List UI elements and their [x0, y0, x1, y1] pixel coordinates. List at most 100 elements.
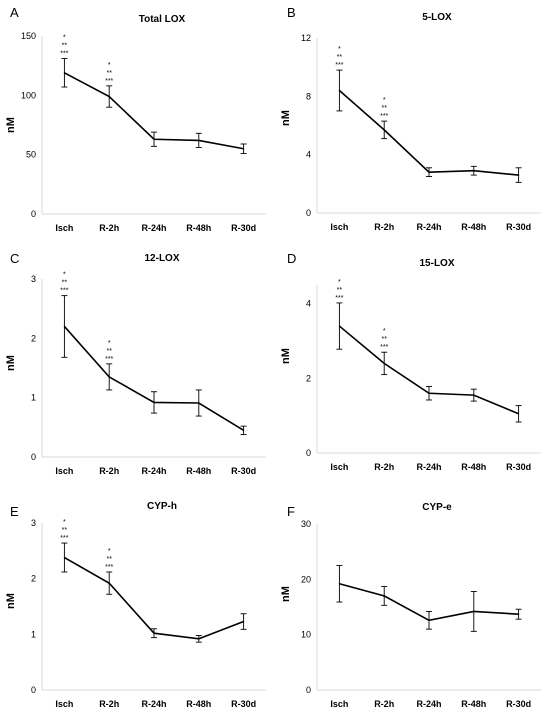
significance-marker: *** [335, 295, 343, 302]
significance-marker: ** [337, 287, 343, 294]
y-tick-label: 2 [31, 333, 36, 343]
panel-letter: F [287, 504, 295, 519]
significance-marker: ** [62, 280, 68, 287]
data-point [63, 325, 65, 328]
panel-b: B 5-LOX nM 0 4 8 12 Isch R-2h R-24h R-48h R-30d * **… [275, 0, 550, 237]
series-line [338, 89, 519, 176]
x-tick-label: R-24h [416, 222, 441, 232]
significance-marker: * [63, 272, 66, 279]
y-tick-label: 10 [301, 630, 311, 640]
y-tick-label: 0 [31, 685, 36, 695]
x-tick-label: R-30d [506, 462, 531, 472]
data-point [108, 376, 110, 378]
significance-marker: ** [106, 556, 112, 563]
data-point [198, 638, 200, 640]
data-point [383, 129, 385, 131]
data-point [338, 583, 340, 585]
significance-marker: ** [381, 105, 387, 112]
data-point [518, 174, 520, 176]
x-tick-label: R-2h [99, 699, 119, 709]
x-tick-label: Isch [330, 462, 348, 472]
significance-marker: ** [62, 43, 68, 50]
significance-marker: * [108, 548, 111, 555]
significance-marker: *** [105, 564, 113, 571]
series-line [63, 325, 245, 431]
chart-title: 5-LOX [422, 12, 452, 23]
x-tick-label: R-30d [506, 222, 531, 232]
significance-marker: *** [335, 62, 343, 69]
y-tick-label: 12 [301, 33, 311, 43]
chart-title: 15-LOX [419, 258, 454, 269]
data-point [63, 72, 65, 74]
significance-marker: ** [337, 54, 343, 61]
panel-letter: A [10, 5, 19, 20]
significance-marker: *** [60, 51, 68, 58]
data-point [518, 613, 520, 615]
significance-marker: * [383, 97, 386, 104]
y-tick-label: 50 [26, 150, 36, 160]
significance-marker: *** [380, 113, 388, 120]
x-tick-label: Isch [55, 699, 73, 709]
y-tick-label: 3 [31, 518, 36, 528]
y-tick-label: 0 [306, 208, 311, 218]
data-point [428, 392, 430, 394]
x-tick-label: R-24h [141, 699, 166, 709]
y-tick-label: 2 [306, 373, 311, 383]
data-point [243, 429, 245, 431]
x-tick-label: R-24h [416, 699, 441, 709]
y-tick-label: 100 [21, 90, 36, 100]
data-point [428, 171, 430, 173]
y-tick-label: 4 [306, 299, 311, 309]
data-point [198, 402, 200, 404]
y-axis-label: nM [5, 355, 17, 371]
y-tick-label: 30 [301, 519, 311, 529]
x-tick-label: R-30d [231, 466, 256, 476]
data-point [108, 582, 110, 584]
x-tick-label: R-48h [186, 466, 211, 476]
series-line [338, 325, 519, 415]
data-point [473, 394, 475, 396]
y-axis-label: nM [280, 348, 292, 364]
y-axis-label: nM [280, 586, 292, 602]
y-tick-label: 4 [306, 150, 311, 160]
significance-marker: ** [106, 348, 112, 355]
significance-marker: ** [106, 70, 112, 77]
data-point [428, 619, 430, 621]
panel-f: F CYP-e nM 0 10 20 30 Isch R-2h R-24h R-48h R-30d [275, 476, 550, 713]
x-tick-label: R-30d [231, 223, 256, 233]
x-tick-label: Isch [330, 699, 348, 709]
significance-marker: *** [60, 535, 68, 542]
panel-letter: B [287, 5, 296, 20]
data-point [338, 89, 340, 92]
significance-marker: * [338, 279, 341, 286]
y-axis-label: nM [5, 593, 17, 609]
significance-marker: * [338, 46, 341, 53]
significance-marker: *** [105, 356, 113, 363]
y-tick-label: 0 [31, 209, 36, 219]
y-axis-label: nM [280, 110, 292, 126]
chart-title: CYP-e [422, 502, 452, 513]
x-tick-label: R-48h [186, 223, 211, 233]
y-tick-label: 8 [306, 91, 311, 101]
data-point [153, 632, 155, 634]
significance-marker: * [108, 62, 111, 69]
x-tick-label: R-2h [99, 223, 119, 233]
panel-c: C 12-LOX nM 0 1 2 3 Isch R-2h R-24h R-48h R-30d * **… [0, 238, 275, 476]
y-tick-label: 0 [31, 452, 36, 462]
panel-letter: D [287, 251, 297, 266]
chart-title: CYP-h [147, 501, 177, 512]
y-tick-label: 20 [301, 574, 311, 584]
x-tick-label: R-48h [186, 699, 211, 709]
panel-d: D 15-LOX nM 0 2 4 Isch R-2h R-24h R-48h R-30d * ** *… [275, 238, 550, 475]
y-tick-label: 2 [31, 574, 36, 584]
data-point [338, 325, 340, 327]
x-tick-label: R-48h [461, 222, 486, 232]
x-tick-label: R-48h [461, 699, 486, 709]
x-tick-label: R-2h [374, 222, 394, 232]
significance-marker: *** [380, 344, 388, 351]
chart-total-lox: Total LOX nM 0 50 100 150 Isch R-2h R-24h R-48h R-… [5, 14, 266, 233]
data-point [243, 148, 245, 150]
chart-title: 12-LOX [144, 253, 179, 264]
